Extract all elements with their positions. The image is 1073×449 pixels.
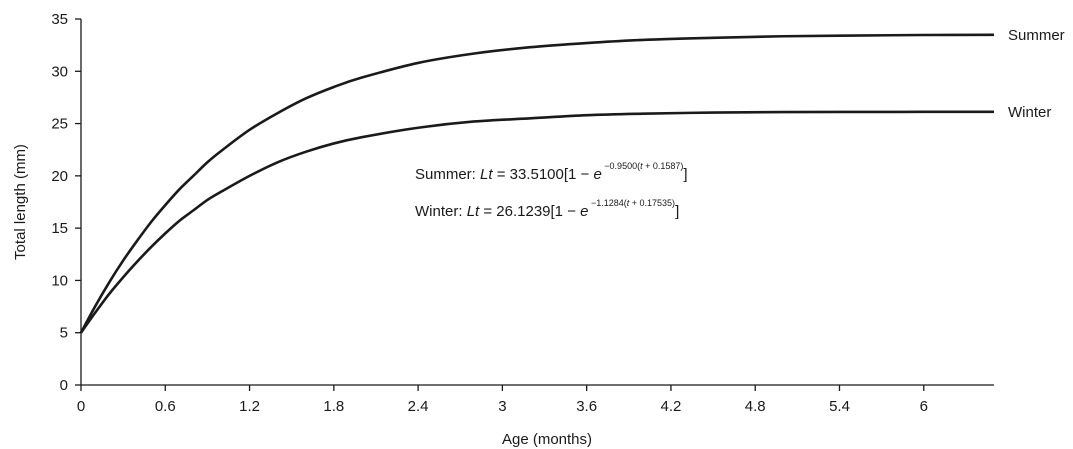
summer-eq-exp-t: t xyxy=(640,161,643,171)
x-tick-label: 6 xyxy=(920,398,928,415)
y-tick-label: 0 xyxy=(60,377,68,394)
x-axis-title: Age (months) xyxy=(502,431,592,448)
winter-eq-exp-b: + 0.17535) xyxy=(629,198,675,208)
winter-series-label: Winter xyxy=(1008,104,1051,121)
summer-eq-lhs: Lt xyxy=(480,166,493,183)
x-ticks: 0 0.6 1.2 1.8 2.4 3 3.6 4.2 4.8 5.4 6 xyxy=(77,385,928,415)
winter-eq-lhs: Lt xyxy=(467,203,480,220)
y-tick-label: 35 xyxy=(51,11,68,28)
x-tick-label: 0 xyxy=(77,398,85,415)
winter-eq-exp-a: −1.1284( xyxy=(588,198,626,208)
x-tick-label: 3 xyxy=(498,398,506,415)
summer-eq-prefix: Summer: xyxy=(415,166,480,183)
summer-eq-base: e xyxy=(593,166,601,183)
x-tick-label: 4.2 xyxy=(661,398,682,415)
x-tick-label: 4.8 xyxy=(745,398,766,415)
summer-eq-mid: = 33.5100[1 − xyxy=(493,166,594,183)
winter-eq-close: ] xyxy=(675,203,679,220)
y-tick-label: 30 xyxy=(51,63,68,80)
winter-eq-exp-t: t xyxy=(627,198,630,208)
y-tick-label: 20 xyxy=(51,168,68,185)
x-tick-label: 2.4 xyxy=(408,398,429,415)
summer-eq-exp-a: −0.9500( xyxy=(602,161,640,171)
x-tick-label: 1.2 xyxy=(239,398,260,415)
summer-eq-close: ] xyxy=(683,166,687,183)
summer-equation: Summer: Lt = 33.5100[1 − e −0.9500(t + 0… xyxy=(415,161,688,183)
series-layer: Summer Winter xyxy=(79,27,1065,334)
winter-equation: Winter: Lt = 26.1239[1 − e −1.1284(t + 0… xyxy=(415,198,679,220)
x-tick-label: 0.6 xyxy=(155,398,176,415)
y-ticks: 0 5 10 15 20 25 30 35 xyxy=(51,11,81,394)
y-tick-label: 10 xyxy=(51,272,68,289)
summer-eq-exp-b: + 0.1587) xyxy=(643,161,684,171)
x-tick-label: 5.4 xyxy=(829,398,850,415)
y-tick-label: 15 xyxy=(51,220,68,237)
x-tick-label: 1.8 xyxy=(323,398,344,415)
x-tick-label: 3.6 xyxy=(576,398,597,415)
winter-curve xyxy=(79,110,995,334)
y-axis-title: Total length (mm) xyxy=(12,144,29,260)
y-tick-label: 25 xyxy=(51,116,68,133)
summer-series-label: Summer xyxy=(1008,27,1065,44)
axes xyxy=(80,19,994,386)
y-tick-label: 5 xyxy=(60,325,68,342)
winter-eq-prefix: Winter: xyxy=(415,203,467,220)
summer-curve xyxy=(79,33,995,334)
winter-eq-mid: = 26.1239[1 − xyxy=(479,203,580,220)
winter-eq-base: e xyxy=(580,203,588,220)
